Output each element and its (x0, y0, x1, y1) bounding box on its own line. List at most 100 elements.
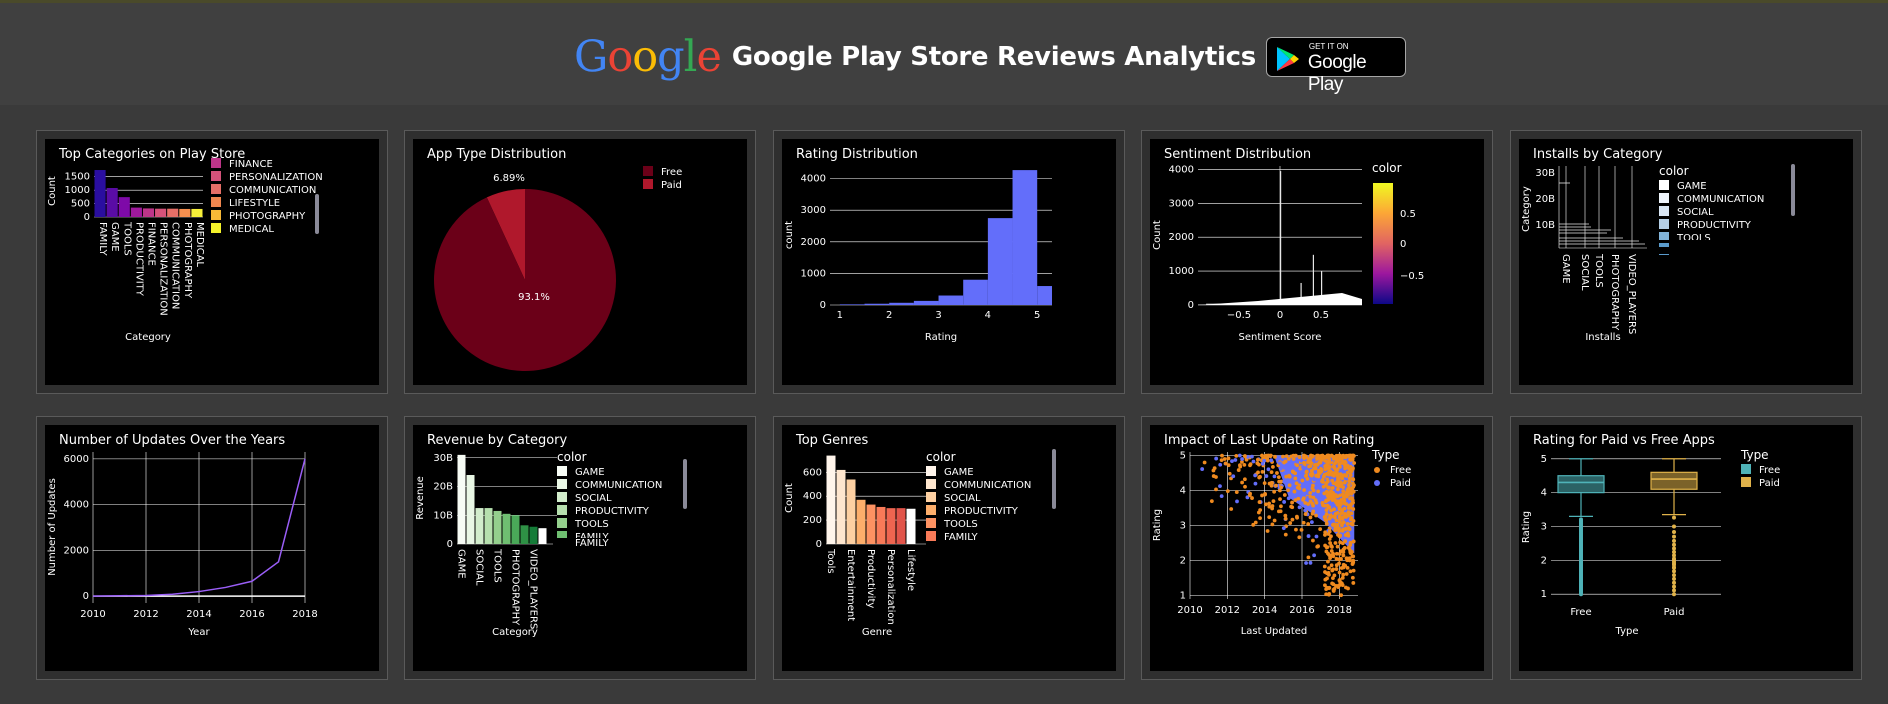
x-tick-label: 2014 (1252, 605, 1277, 616)
logo-letter: g (657, 32, 685, 82)
outlier-point (1672, 515, 1676, 520)
outlier-point (1672, 553, 1676, 558)
legend-label: SOCIAL (944, 493, 981, 504)
slice-label: 6.89% (493, 173, 525, 184)
bar (906, 508, 916, 544)
outlier-point (1672, 573, 1676, 578)
scatter-point (1323, 570, 1327, 574)
scatter-point (1330, 485, 1335, 490)
scatter-point (1311, 503, 1316, 508)
scatter-point (1296, 496, 1301, 501)
scatter-point (1327, 485, 1331, 490)
x-tick-label: FINANCE (146, 222, 157, 266)
app-type-chart[interactable]: App Type Distribution 6.89% 93.1% Free Paid (413, 139, 747, 385)
legend-swatch (926, 518, 936, 528)
scatter-point (1342, 480, 1347, 485)
legend-swatch (926, 492, 936, 502)
scatter-point (1308, 560, 1313, 565)
bar (864, 303, 890, 305)
scatter-point (1234, 490, 1239, 495)
scatter-point (1303, 508, 1308, 513)
scatter-point (1282, 500, 1287, 504)
top-categories-chart[interactable]: Top Categories on Play Store 0 500 1000 1500… (45, 139, 379, 385)
rating-distribution-chart[interactable]: Rating Distribution 0 1000 2000 3000 4000 1 2 3 4… (782, 139, 1116, 385)
scatter-point (1332, 507, 1336, 512)
scatter-point (1267, 501, 1272, 506)
x-tick-label: Lifestyle (905, 549, 916, 591)
updates-chart[interactable]: Number of Updates Over the Years 0 2000 400… (45, 425, 379, 671)
y-axis-label: Count (47, 176, 58, 206)
scatter-point (1267, 504, 1272, 509)
legend-scrollbar (1791, 164, 1795, 216)
scatter-point (1348, 472, 1353, 477)
scatter-point (1322, 472, 1327, 477)
scatter-point (1251, 459, 1256, 464)
scatter-point (1240, 457, 1245, 461)
badge-small-text: GET IT ON (1308, 42, 1349, 51)
y-tick-label: 6000 (64, 454, 89, 465)
app-header: Google Google Play Store Reviews Analyti… (0, 3, 1888, 105)
sentiment-chart[interactable]: Sentiment Distribution 0 1000 2000 3000 4000 −… (1150, 139, 1484, 385)
scatter-point (1281, 526, 1286, 531)
scatter-point (1306, 534, 1311, 538)
scatter-point (1331, 576, 1335, 581)
scatter-point (1279, 504, 1283, 509)
google-play-badge[interactable]: GET IT ON Google Play (1265, 37, 1406, 95)
legend-label: Free (661, 167, 682, 178)
scatter-point (1281, 454, 1285, 459)
scatter-point (1209, 499, 1214, 504)
paid-vs-free-chart[interactable]: Rating for Paid vs Free Apps 1 2 3 4 5 Free Pai… (1519, 425, 1853, 671)
scatter-point (1346, 586, 1350, 591)
scatter-point (1348, 505, 1353, 510)
scatter-point (1335, 510, 1340, 515)
scatter-point (1337, 514, 1342, 519)
legend-scrollbar (683, 459, 687, 509)
y-tick-label: 0 (820, 300, 826, 311)
scatter-point (1278, 497, 1282, 501)
scatter-point (1242, 462, 1247, 467)
scatter-point (1347, 476, 1352, 481)
scatter-point (1326, 454, 1331, 458)
scatter-point (1262, 481, 1267, 486)
scatter-point (1351, 453, 1356, 458)
genres-chart[interactable]: Top Genres 0 200 400 600 Tools Entertainment Pr… (782, 425, 1116, 671)
scatter-point (1305, 477, 1310, 481)
scatter-point (1265, 453, 1269, 458)
bar (1321, 271, 1323, 305)
scatter-point (1351, 581, 1356, 585)
x-axis-label: Installs (1585, 332, 1620, 343)
scatter-point (1350, 457, 1354, 462)
scatter-point (1272, 489, 1277, 494)
scatter-point (1303, 512, 1308, 517)
scatter-point (1293, 498, 1298, 503)
bar (826, 455, 836, 544)
bar (511, 515, 520, 544)
scatter-point (1277, 488, 1282, 493)
revenue-chart[interactable]: Revenue by Category 0 10B 20B 30B GAME SOCIAL T… (413, 425, 747, 671)
legend-scrollbar (315, 194, 319, 234)
scatter-point (1326, 559, 1330, 564)
chart-title: Number of Updates Over the Years (59, 433, 285, 448)
scatter-point (1264, 502, 1268, 507)
scatter-point (1271, 465, 1275, 469)
scatter-point (1324, 521, 1329, 526)
chart-card-genres: Top Genres 0 200 400 600 Tools Entertainment Pr… (773, 416, 1125, 680)
scatter-point (1334, 563, 1339, 568)
bar (529, 526, 538, 544)
update-impact-chart[interactable]: Impact of Last Update on Rating 1 2 3 4 5 2010… (1150, 425, 1484, 671)
x-tick-label: PERSONALIZATION (158, 222, 169, 316)
x-tick-label: GAME (1560, 254, 1571, 284)
badge-big-text: Google Play (1307, 52, 1367, 95)
legend-overflow-mask (553, 547, 733, 557)
scatter-point (1311, 488, 1316, 493)
x-axis-label: Sentiment Score (1239, 332, 1322, 343)
google-logo: Google (574, 32, 722, 82)
scatter-point (1200, 467, 1205, 471)
y-tick-label: 3 (1541, 522, 1547, 533)
scatter-point (1253, 520, 1258, 525)
scatter-point (1342, 498, 1347, 503)
scatter-point (1286, 496, 1291, 501)
legend-swatch (211, 184, 221, 194)
scatter-point (1320, 479, 1324, 484)
